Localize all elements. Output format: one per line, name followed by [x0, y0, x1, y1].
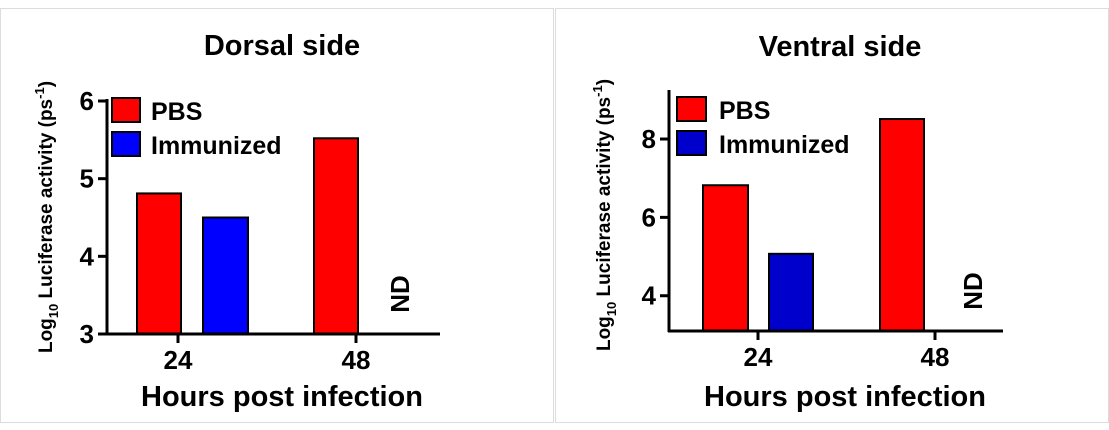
x-tick-label: 24: [744, 342, 773, 372]
legend-swatch-immunized: [676, 130, 707, 156]
dorsal-chart-panel: Dorsal side ND 3 4 5 6 24 48 Hours post infectio…: [0, 0, 554, 430]
x-axis-label: Hours post infection: [141, 381, 423, 413]
dorsal-chart: Dorsal side ND 3 4 5 6 24 48 Hours post infectio…: [32, 30, 440, 413]
bar-pbs-24: [136, 192, 182, 335]
y-tick-label: 8: [642, 124, 656, 154]
y-tick-label: 4: [80, 241, 95, 271]
x-axis-label: Hours post infection: [704, 381, 986, 413]
y-tick-label: 6: [80, 86, 94, 116]
bar-immunized-24: [768, 252, 814, 333]
legend-swatch-immunized: [111, 131, 141, 157]
y-tick-label: 6: [642, 202, 656, 232]
bar-immunized-24: [202, 216, 249, 335]
chart-title: Dorsal side: [204, 30, 360, 62]
ventral-chart-panel: Ventral side ND 4 6 8 24 48 Hours post infectio…: [555, 0, 1109, 430]
legend-label-immunized: Immunized: [151, 132, 282, 160]
y-tick-label: 5: [80, 164, 94, 194]
bar-pbs-48: [879, 118, 925, 332]
bar-pbs-48: [313, 137, 359, 335]
legend-swatch-pbs: [676, 96, 707, 122]
panel-frame: [0, 8, 554, 423]
legend-label-immunized: Immunized: [719, 131, 850, 159]
x-tick-label: 48: [342, 345, 371, 375]
y-axis-label: Log10 Luciferase activity (ps-1): [590, 79, 619, 351]
legend-swatch-pbs: [111, 97, 141, 123]
x-tick-label: 24: [164, 345, 193, 375]
bar-pbs-24: [702, 184, 749, 332]
y-tick-label: 4: [642, 281, 657, 311]
legend-label-pbs: PBS: [719, 97, 770, 125]
x-tick-label: 48: [921, 342, 950, 372]
y-axis-label: Log10 Luciferase activity (ps-1): [32, 81, 61, 353]
legend-label-pbs: PBS: [151, 98, 202, 126]
y-tick-label: 3: [80, 319, 94, 349]
nd-annotation: ND: [385, 275, 415, 313]
nd-annotation: ND: [958, 272, 988, 310]
chart-title: Ventral side: [759, 31, 922, 63]
ventral-chart: Ventral side ND 4 6 8 24 48 Hours post infectio…: [590, 31, 1003, 413]
